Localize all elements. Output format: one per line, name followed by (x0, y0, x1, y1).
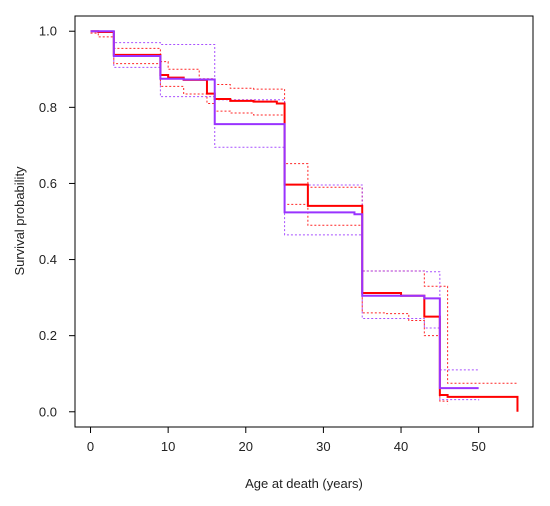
x-tick-label: 50 (471, 439, 485, 454)
survival-curve-1 (90, 30, 479, 390)
y-tick-label: 0.0 (39, 404, 57, 419)
ci-line-2 (90, 30, 518, 384)
series-layer (90, 30, 519, 412)
y-tick-label: 0.8 (39, 100, 57, 115)
y-tick-label: 0.4 (39, 252, 57, 267)
y-tick-label: 0.6 (39, 176, 57, 191)
x-tick-label: 40 (394, 439, 408, 454)
x-axis: 0 10 20 30 40 50 (87, 427, 486, 454)
x-tick-label: 10 (161, 439, 175, 454)
y-axis: 0.0 0.2 0.4 0.6 0.8 1.0 (39, 24, 75, 419)
ci-line-3 (90, 32, 449, 405)
x-tick-label: 20 (239, 439, 253, 454)
x-tick-label: 30 (316, 439, 330, 454)
y-tick-label: 1.0 (39, 24, 57, 39)
ci-line-5 (90, 30, 480, 401)
x-tick-label: 0 (87, 439, 94, 454)
y-tick-label: 0.2 (39, 328, 57, 343)
survival-curve-0 (90, 30, 519, 412)
x-axis-label: Age at death (years) (245, 476, 363, 491)
plot-frame (74, 15, 534, 428)
y-axis-label: Survival probability (12, 166, 27, 276)
